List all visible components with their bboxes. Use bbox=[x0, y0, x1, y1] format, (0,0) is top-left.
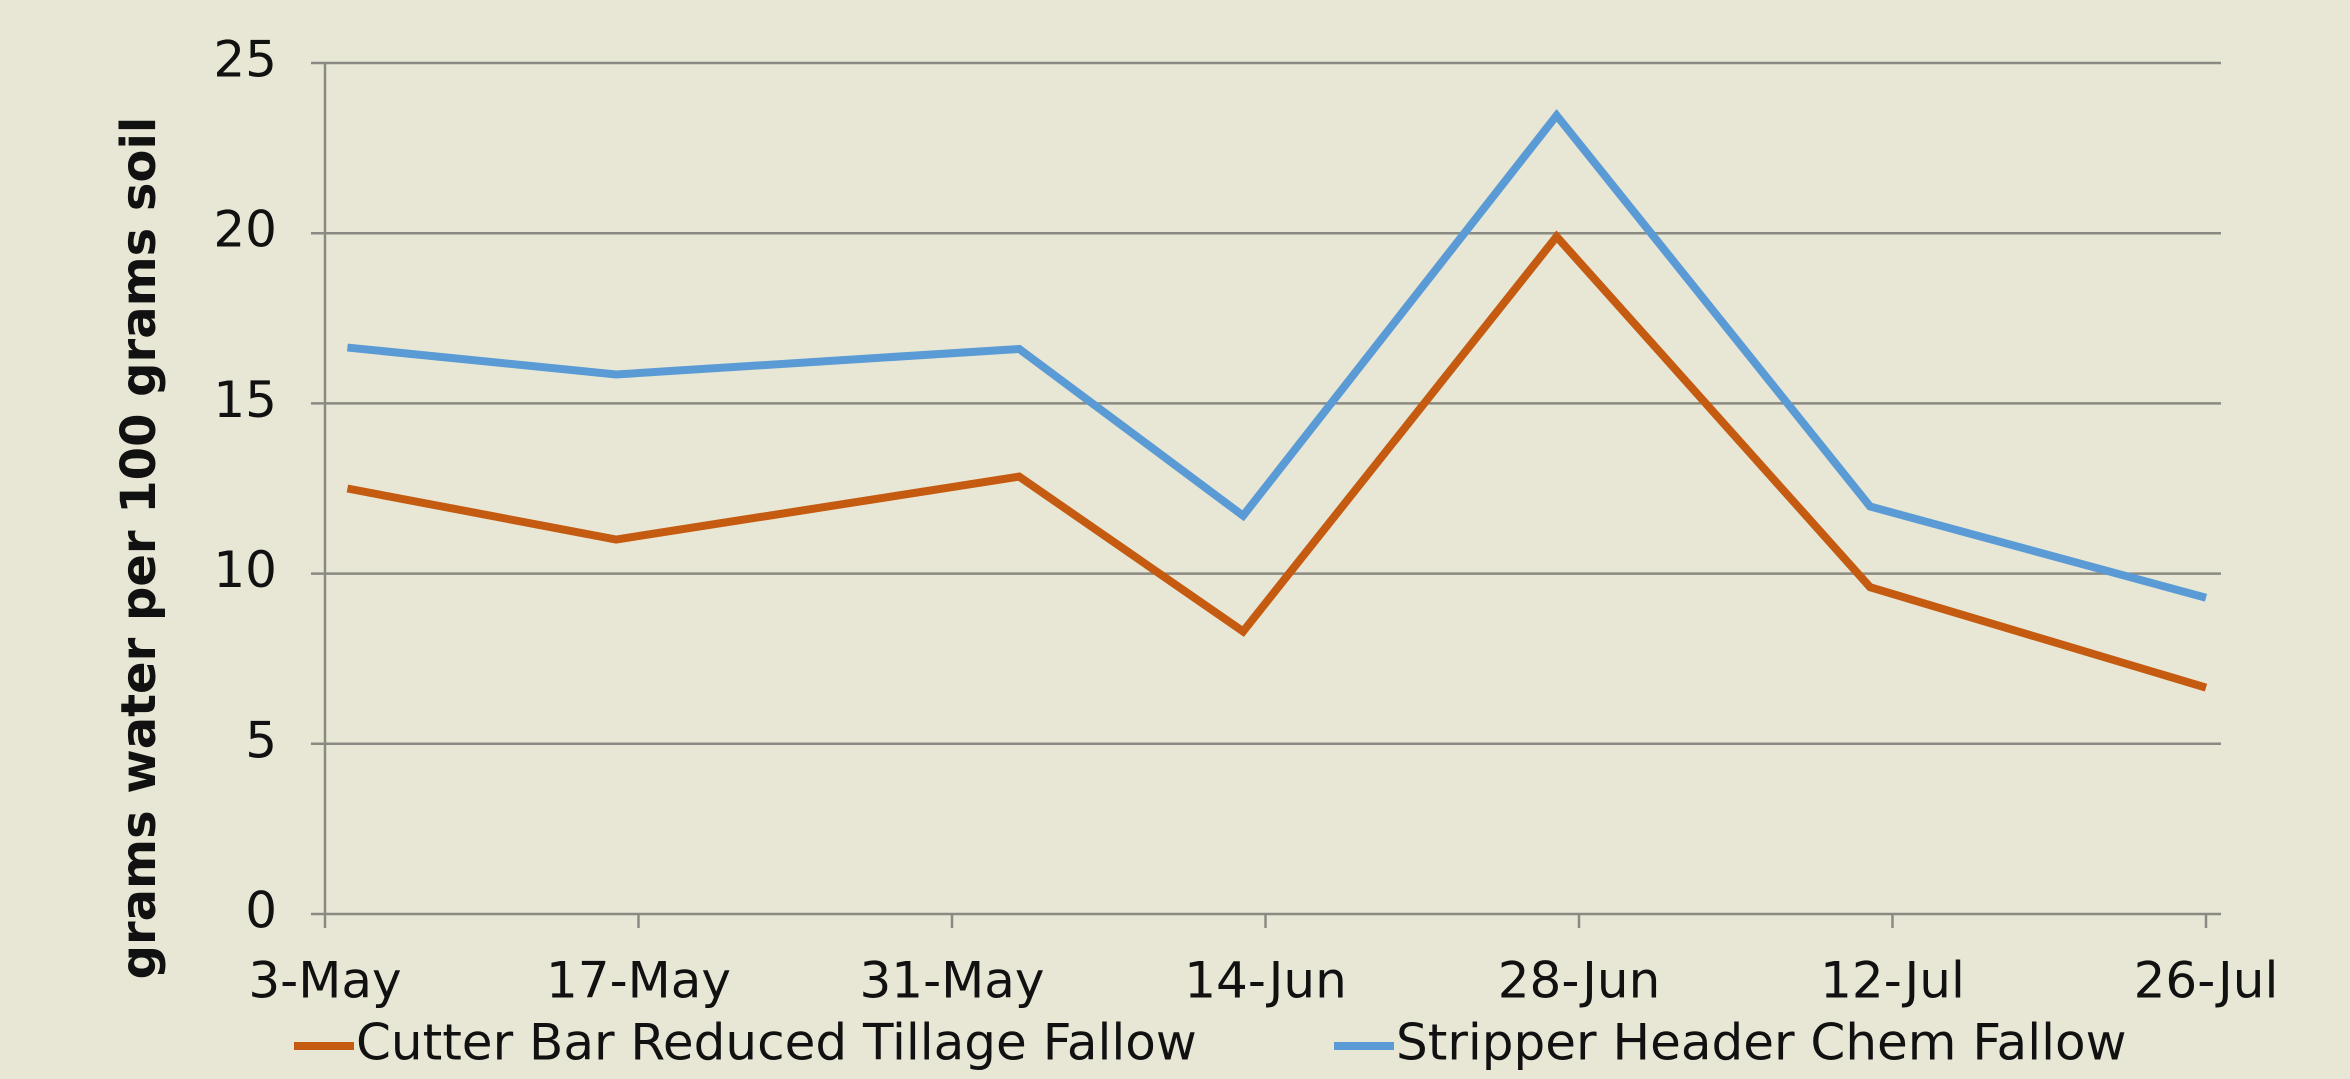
y-tick-label: 15 bbox=[213, 371, 277, 429]
x-tick-label: 26-Jul bbox=[2134, 952, 2279, 1010]
y-tick-label: 0 bbox=[245, 882, 277, 940]
line-series bbox=[346, 108, 2208, 602]
y-tick-label: 10 bbox=[213, 541, 277, 599]
line-series bbox=[346, 230, 2208, 692]
x-tick-label: 3-May bbox=[248, 952, 401, 1010]
y-axis-title: grams water per 100 grams soil bbox=[111, 117, 167, 980]
x-tick-label: 28-Jun bbox=[1498, 952, 1661, 1010]
y-tick-label: 5 bbox=[245, 711, 277, 769]
x-tick-label: 14-Jun bbox=[1184, 952, 1347, 1010]
x-tick-label: 12-Jul bbox=[1820, 952, 1965, 1010]
x-tick-label: 31-May bbox=[859, 952, 1044, 1010]
legend-label: Stripper Header Chem Fallow bbox=[1396, 1014, 2126, 1072]
x-tick-label: 17-May bbox=[546, 952, 731, 1010]
legend-label: Cutter Bar Reduced Tillage Fallow bbox=[356, 1014, 1197, 1072]
y-tick-label: 20 bbox=[213, 201, 277, 259]
y-tick-label: 25 bbox=[213, 31, 277, 89]
